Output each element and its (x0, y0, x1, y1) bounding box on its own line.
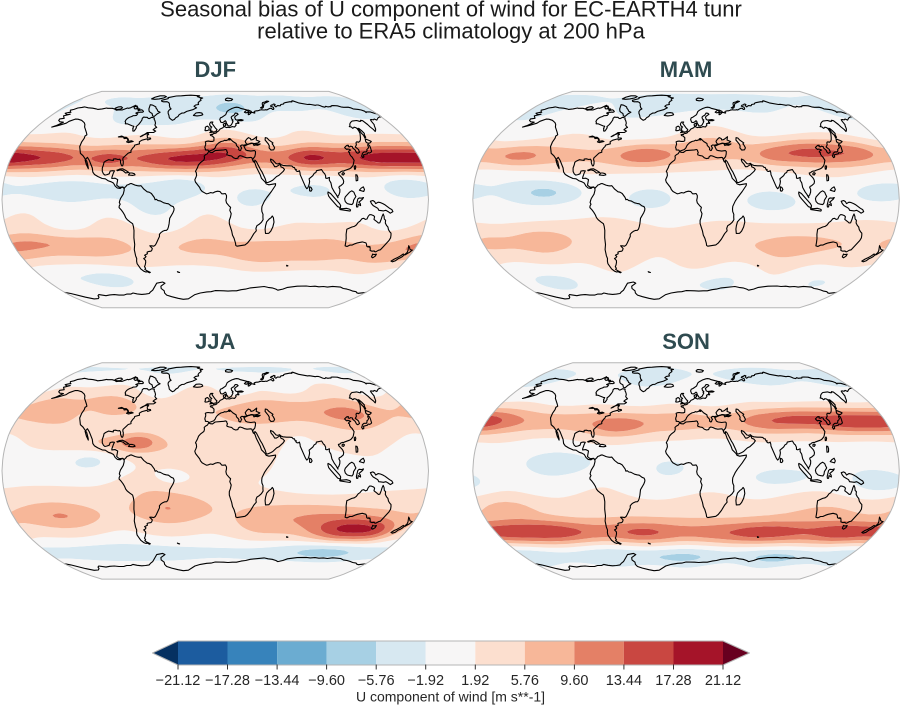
svg-text:−1.92: −1.92 (407, 673, 444, 689)
svg-text:−13.44: −13.44 (255, 673, 300, 689)
svg-text:MAM: MAM (660, 57, 713, 82)
svg-text:−9.60: −9.60 (308, 673, 345, 689)
svg-text:13.44: 13.44 (606, 673, 642, 689)
svg-text:9.60: 9.60 (560, 673, 588, 689)
svg-text:relative to ERA5 climatology a: relative to ERA5 climatology at 200 hPa (257, 19, 645, 44)
svg-text:−21.12: −21.12 (156, 673, 201, 689)
svg-text:−5.76: −5.76 (358, 673, 395, 689)
svg-text:DJF: DJF (194, 57, 236, 82)
svg-text:U component of wind [m s**-1]: U component of wind [m s**-1] (356, 689, 545, 705)
svg-text:17.28: 17.28 (655, 673, 691, 689)
svg-text:JJA: JJA (195, 329, 235, 354)
svg-text:−17.28: −17.28 (205, 673, 250, 689)
svg-text:Seasonal bias of U component o: Seasonal bias of U component of wind for… (160, 0, 742, 22)
svg-text:1.92: 1.92 (461, 673, 489, 689)
svg-text:5.76: 5.76 (511, 673, 539, 689)
svg-text:21.12: 21.12 (705, 673, 741, 689)
svg-text:SON: SON (662, 329, 710, 354)
